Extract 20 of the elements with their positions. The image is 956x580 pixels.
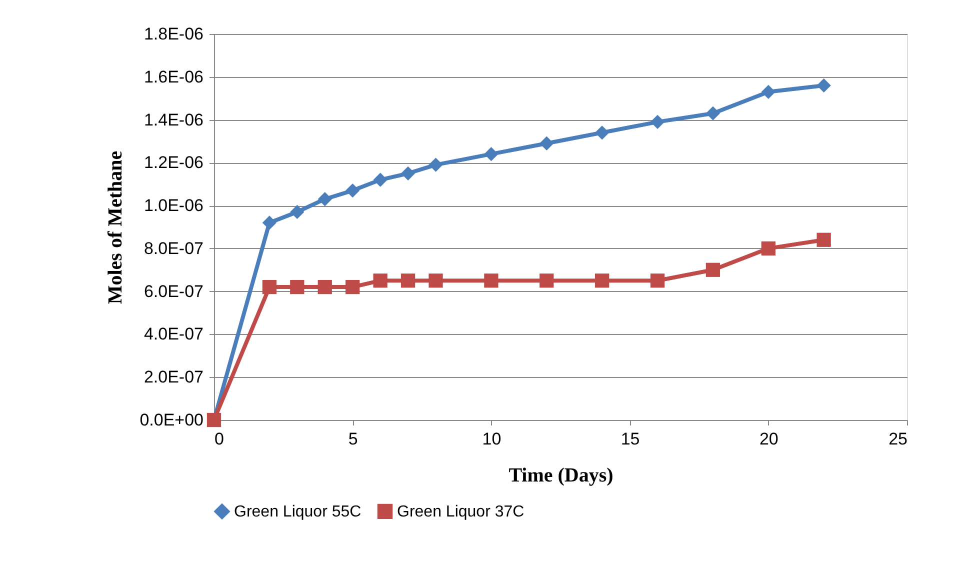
x-tick-label: 0 <box>214 430 224 448</box>
x-tick-label: 20 <box>759 430 778 448</box>
x-tick-label: 10 <box>482 430 502 448</box>
legend-label: Green Liquor 55C <box>234 503 362 520</box>
y-tick-label: 6.0E-07 <box>144 282 204 301</box>
x-tick-label: 5 <box>348 430 358 448</box>
y-tick-label: 2.0E-07 <box>144 368 204 387</box>
y-tick-label: 1.2E-06 <box>144 153 204 172</box>
y-tick-label: 4.0E-07 <box>144 324 204 344</box>
y-tick-label: 8.0E-07 <box>144 238 204 258</box>
x-tick-label: 15 <box>620 430 640 448</box>
y-tick-label: 0.0E+00 <box>140 410 204 430</box>
y-tick-label: 1.0E-06 <box>144 196 204 216</box>
legend-label: Green Liquor 37C <box>397 503 524 520</box>
y-tick-label: 1.8E-06 <box>144 24 204 44</box>
y-tick-label: 1.4E-06 <box>144 110 204 130</box>
x-tick-label: 25 <box>888 430 908 448</box>
y-tick-label: 1.6E-06 <box>144 67 204 86</box>
x-axis-title: Time (Days) <box>508 464 614 486</box>
y-axis-title: Moles of Methane <box>104 150 127 304</box>
